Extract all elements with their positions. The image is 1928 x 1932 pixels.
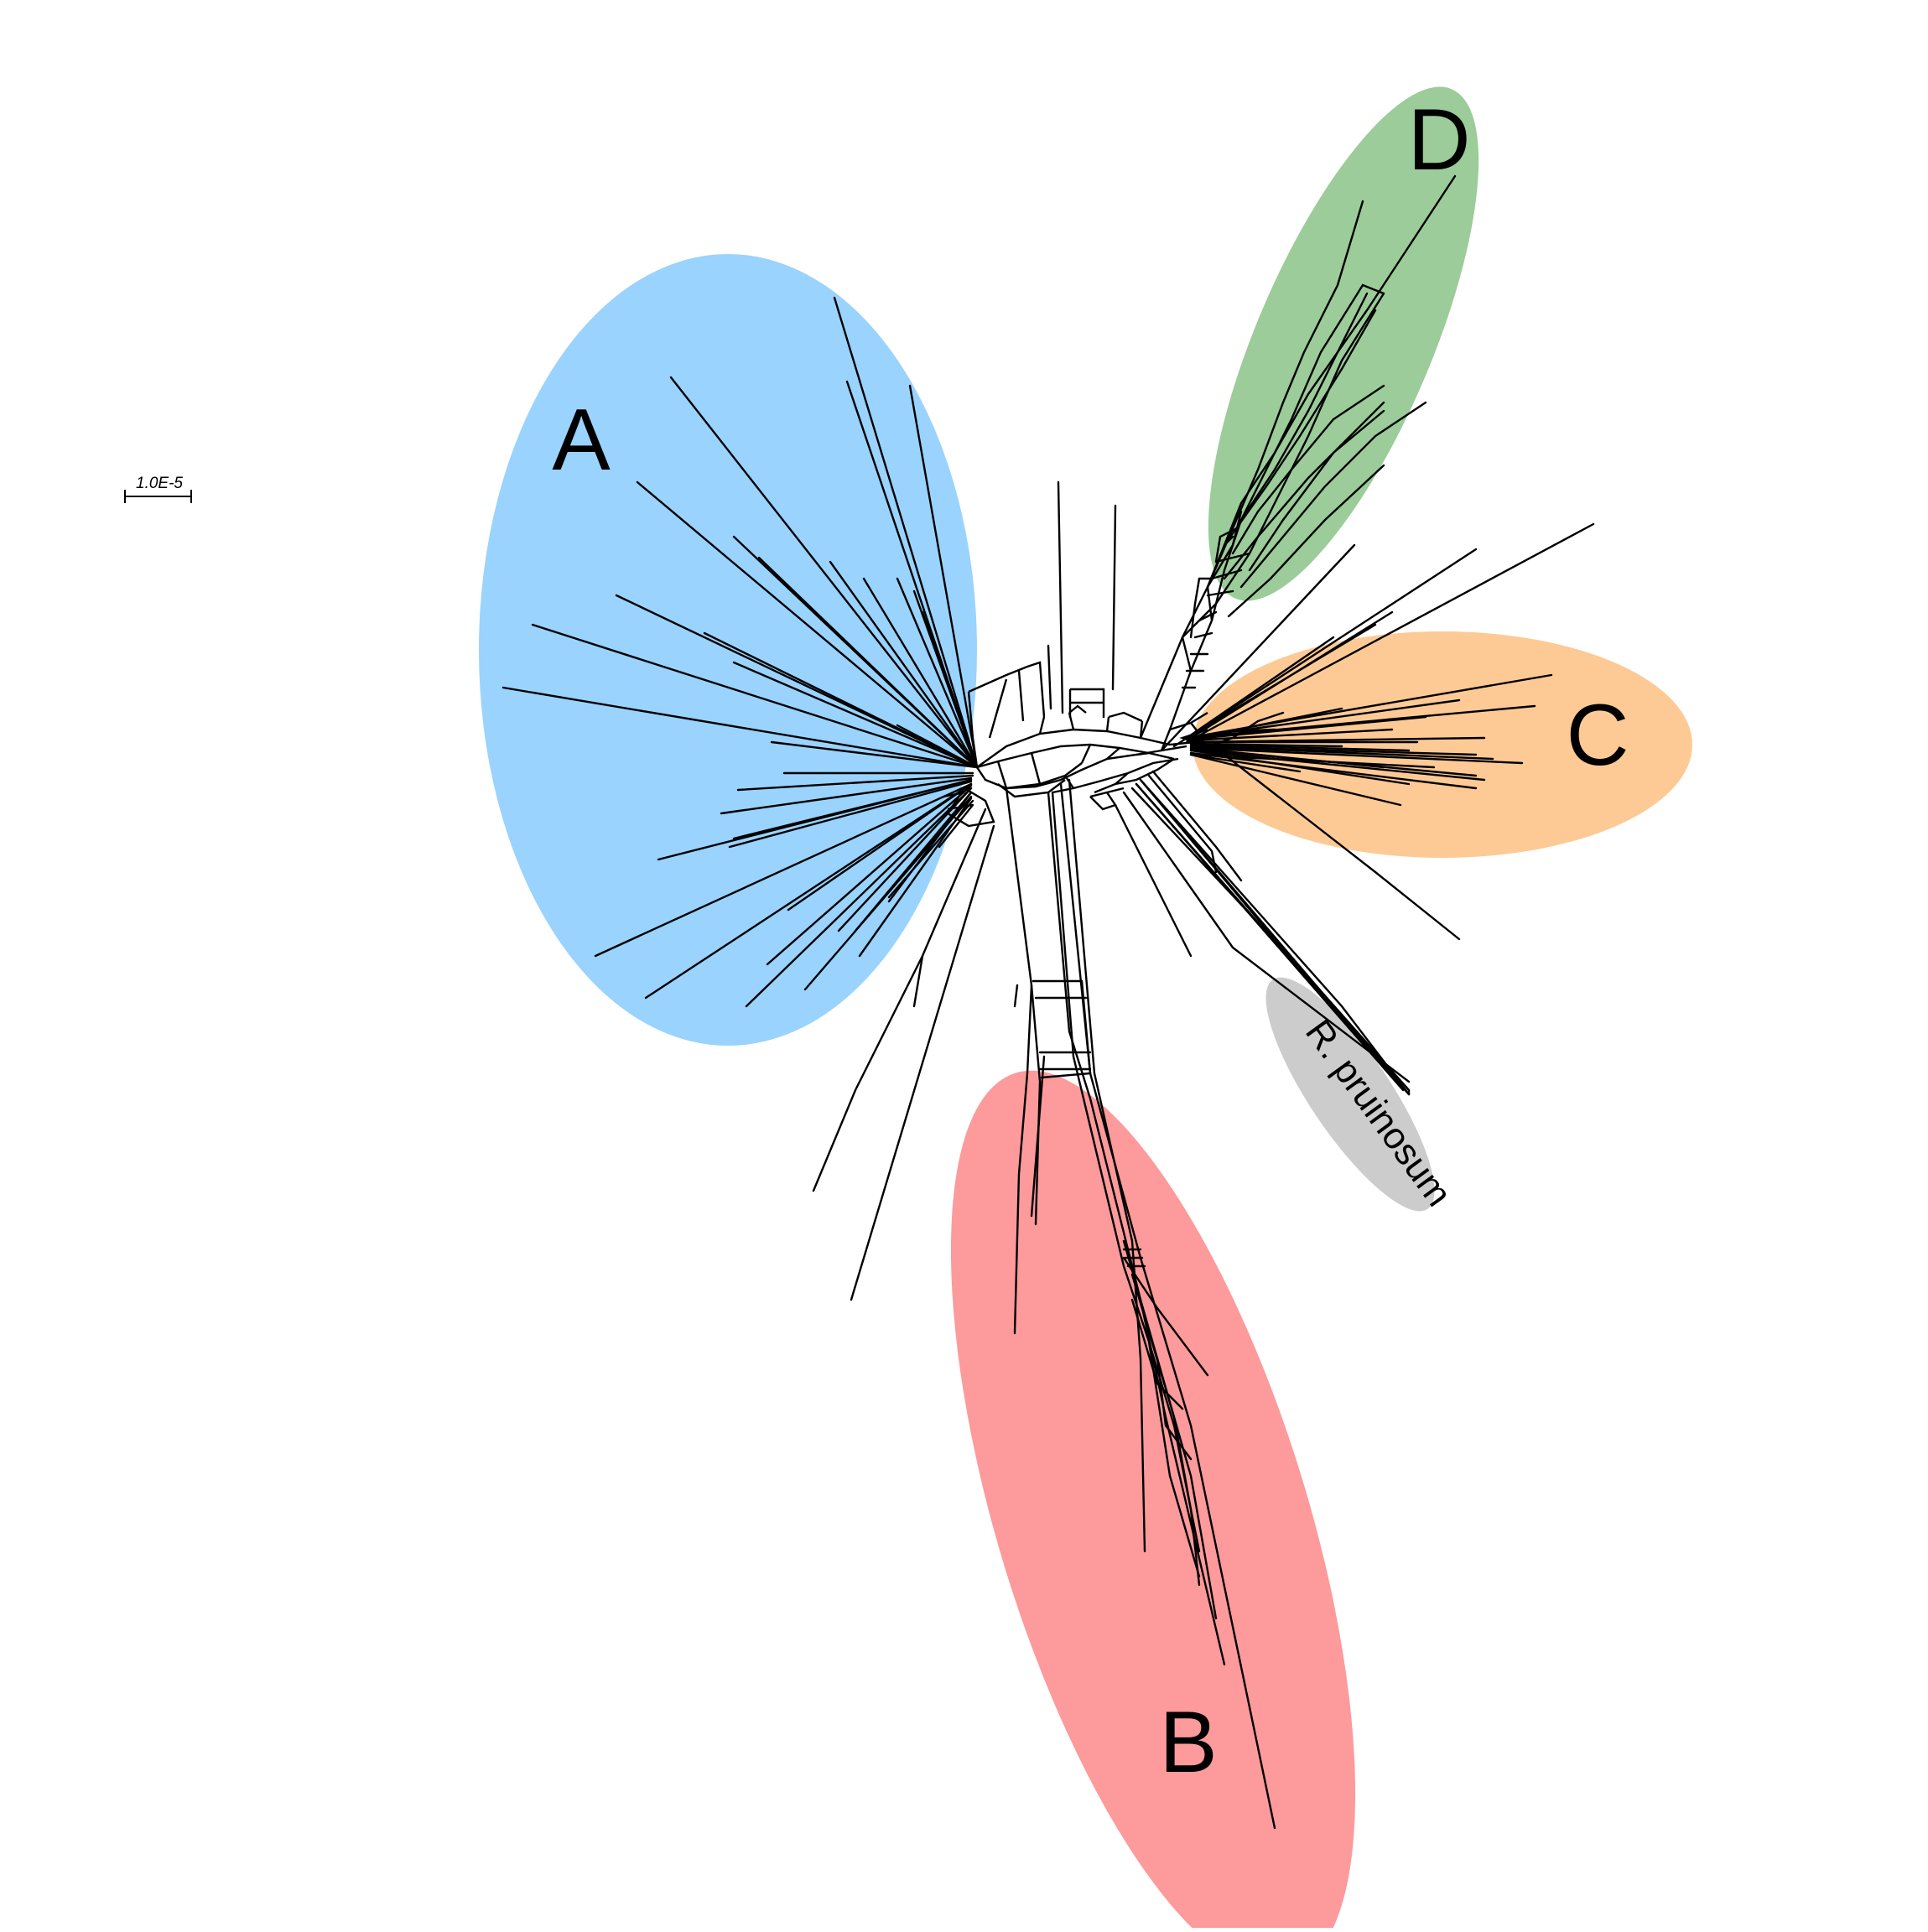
cluster-a-branches bbox=[501, 296, 979, 1008]
cluster-d-branches bbox=[1139, 174, 1457, 740]
scale-bar: 1.0E-5 bbox=[124, 475, 192, 503]
cluster-c-label: C bbox=[1566, 687, 1629, 784]
cluster-b-label: B bbox=[1159, 1694, 1217, 1791]
scale-bar-label: 1.0E-5 bbox=[136, 475, 183, 492]
cluster-a-ellipse bbox=[479, 254, 977, 1046]
cluster-b-ellipse bbox=[950, 1070, 1356, 1932]
cluster-c-branches bbox=[1185, 623, 1553, 807]
cluster-r-pruinosum-ellipse bbox=[1265, 977, 1435, 1212]
unclustered-branches bbox=[812, 480, 1595, 1301]
cluster-b-branches bbox=[1005, 778, 1276, 1830]
cluster-d-label: D bbox=[1407, 91, 1470, 189]
cluster-a-label: A bbox=[552, 392, 611, 489]
cluster-c-ellipse bbox=[1193, 631, 1692, 858]
